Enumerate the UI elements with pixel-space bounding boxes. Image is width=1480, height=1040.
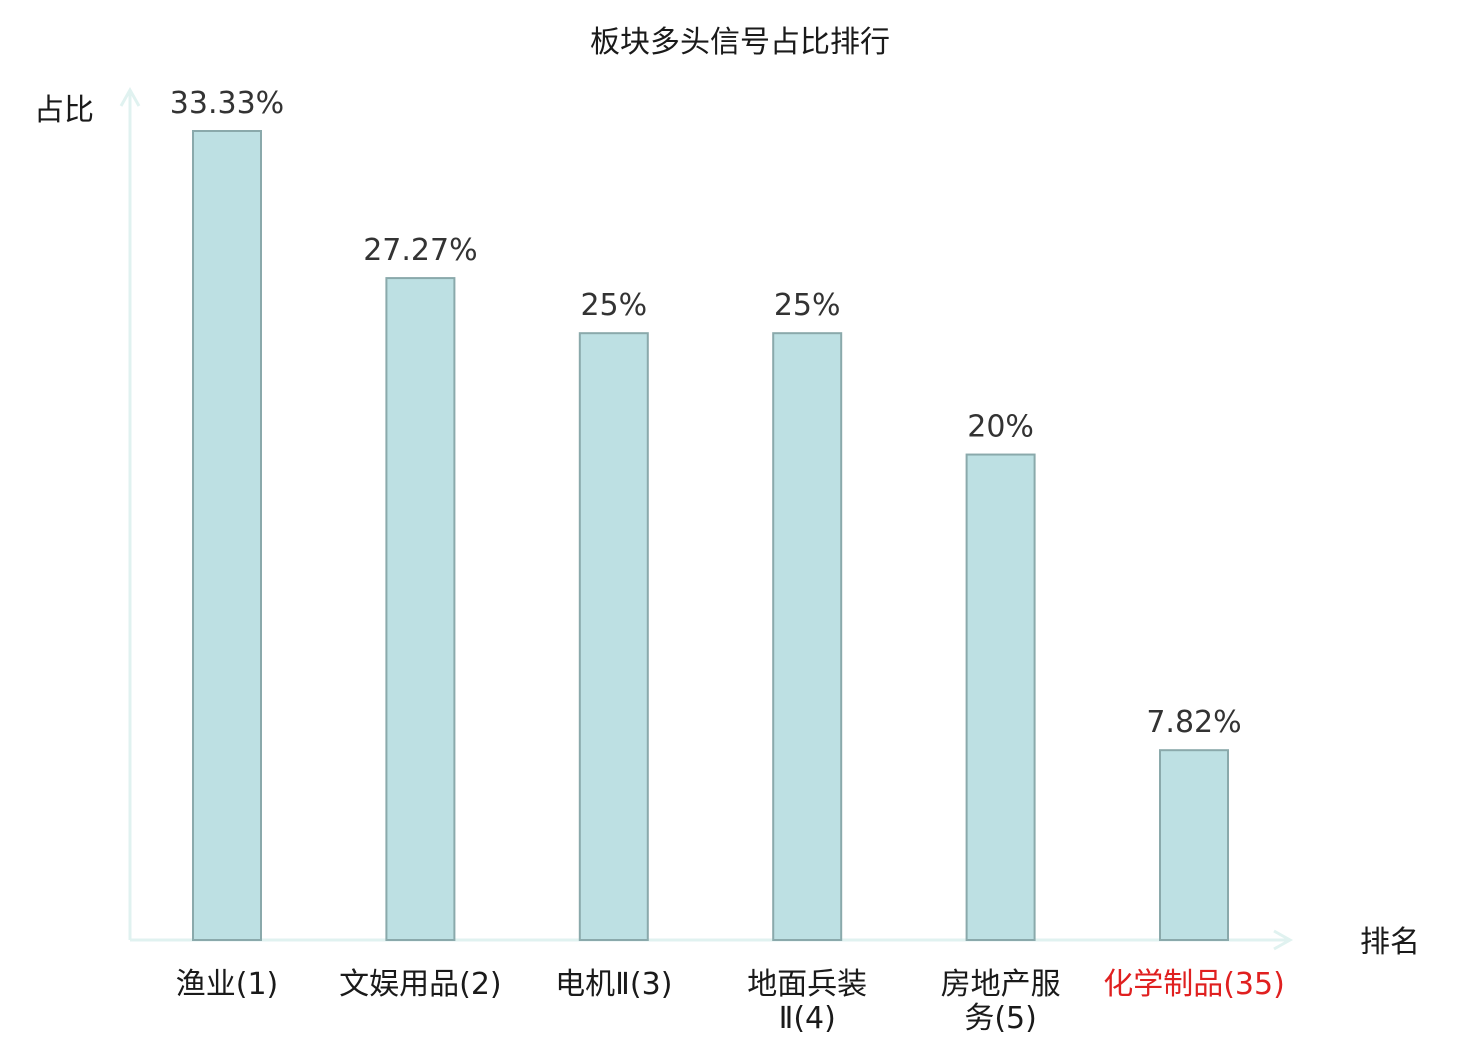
x-tick-label: 地面兵装 Ⅱ(4) xyxy=(747,967,867,1036)
x-axis-label: 排名 xyxy=(1360,925,1420,960)
chart-title: 板块多头信号占比排行 xyxy=(590,25,890,60)
y-axis-arrow xyxy=(119,86,141,107)
x-tick-label: 渔业(1) xyxy=(176,967,279,1002)
x-tick-label: 房地产服务(5) xyxy=(941,967,1061,1036)
bar-value-label: 25% xyxy=(580,288,647,323)
bar-value-label: 33.33% xyxy=(170,86,284,121)
bar-value-label: 25% xyxy=(774,288,841,323)
bars-group xyxy=(192,130,1229,942)
x-tick-labels-group: 渔业(1) 文娱用品(2) 电机Ⅱ(3) 地面兵装 Ⅱ(4) 房地产服务(5) 化学制品(3… xyxy=(176,967,1285,1036)
bar xyxy=(772,332,843,941)
value-labels-group: 33.33% 27.27% 25% 25% 20% 7.82% xyxy=(170,86,1242,740)
bar xyxy=(578,332,649,941)
bar-value-label: 27.27% xyxy=(363,233,477,268)
x-tick-label: 化学制品(35) xyxy=(1103,967,1285,1002)
x-tick-label: 电机Ⅱ(3) xyxy=(555,967,672,1002)
bar xyxy=(1159,749,1229,942)
bar xyxy=(192,130,262,941)
bar-value-label: 7.82% xyxy=(1146,705,1241,740)
bar-value-label: 20% xyxy=(967,410,1034,445)
y-axis-label: 占比 xyxy=(34,93,94,128)
bar xyxy=(965,453,1036,941)
bar xyxy=(385,277,456,942)
chart-axes xyxy=(119,86,1294,951)
x-axis-arrow xyxy=(1273,929,1294,951)
x-tick-label: 文娱用品(2) xyxy=(339,967,502,1002)
